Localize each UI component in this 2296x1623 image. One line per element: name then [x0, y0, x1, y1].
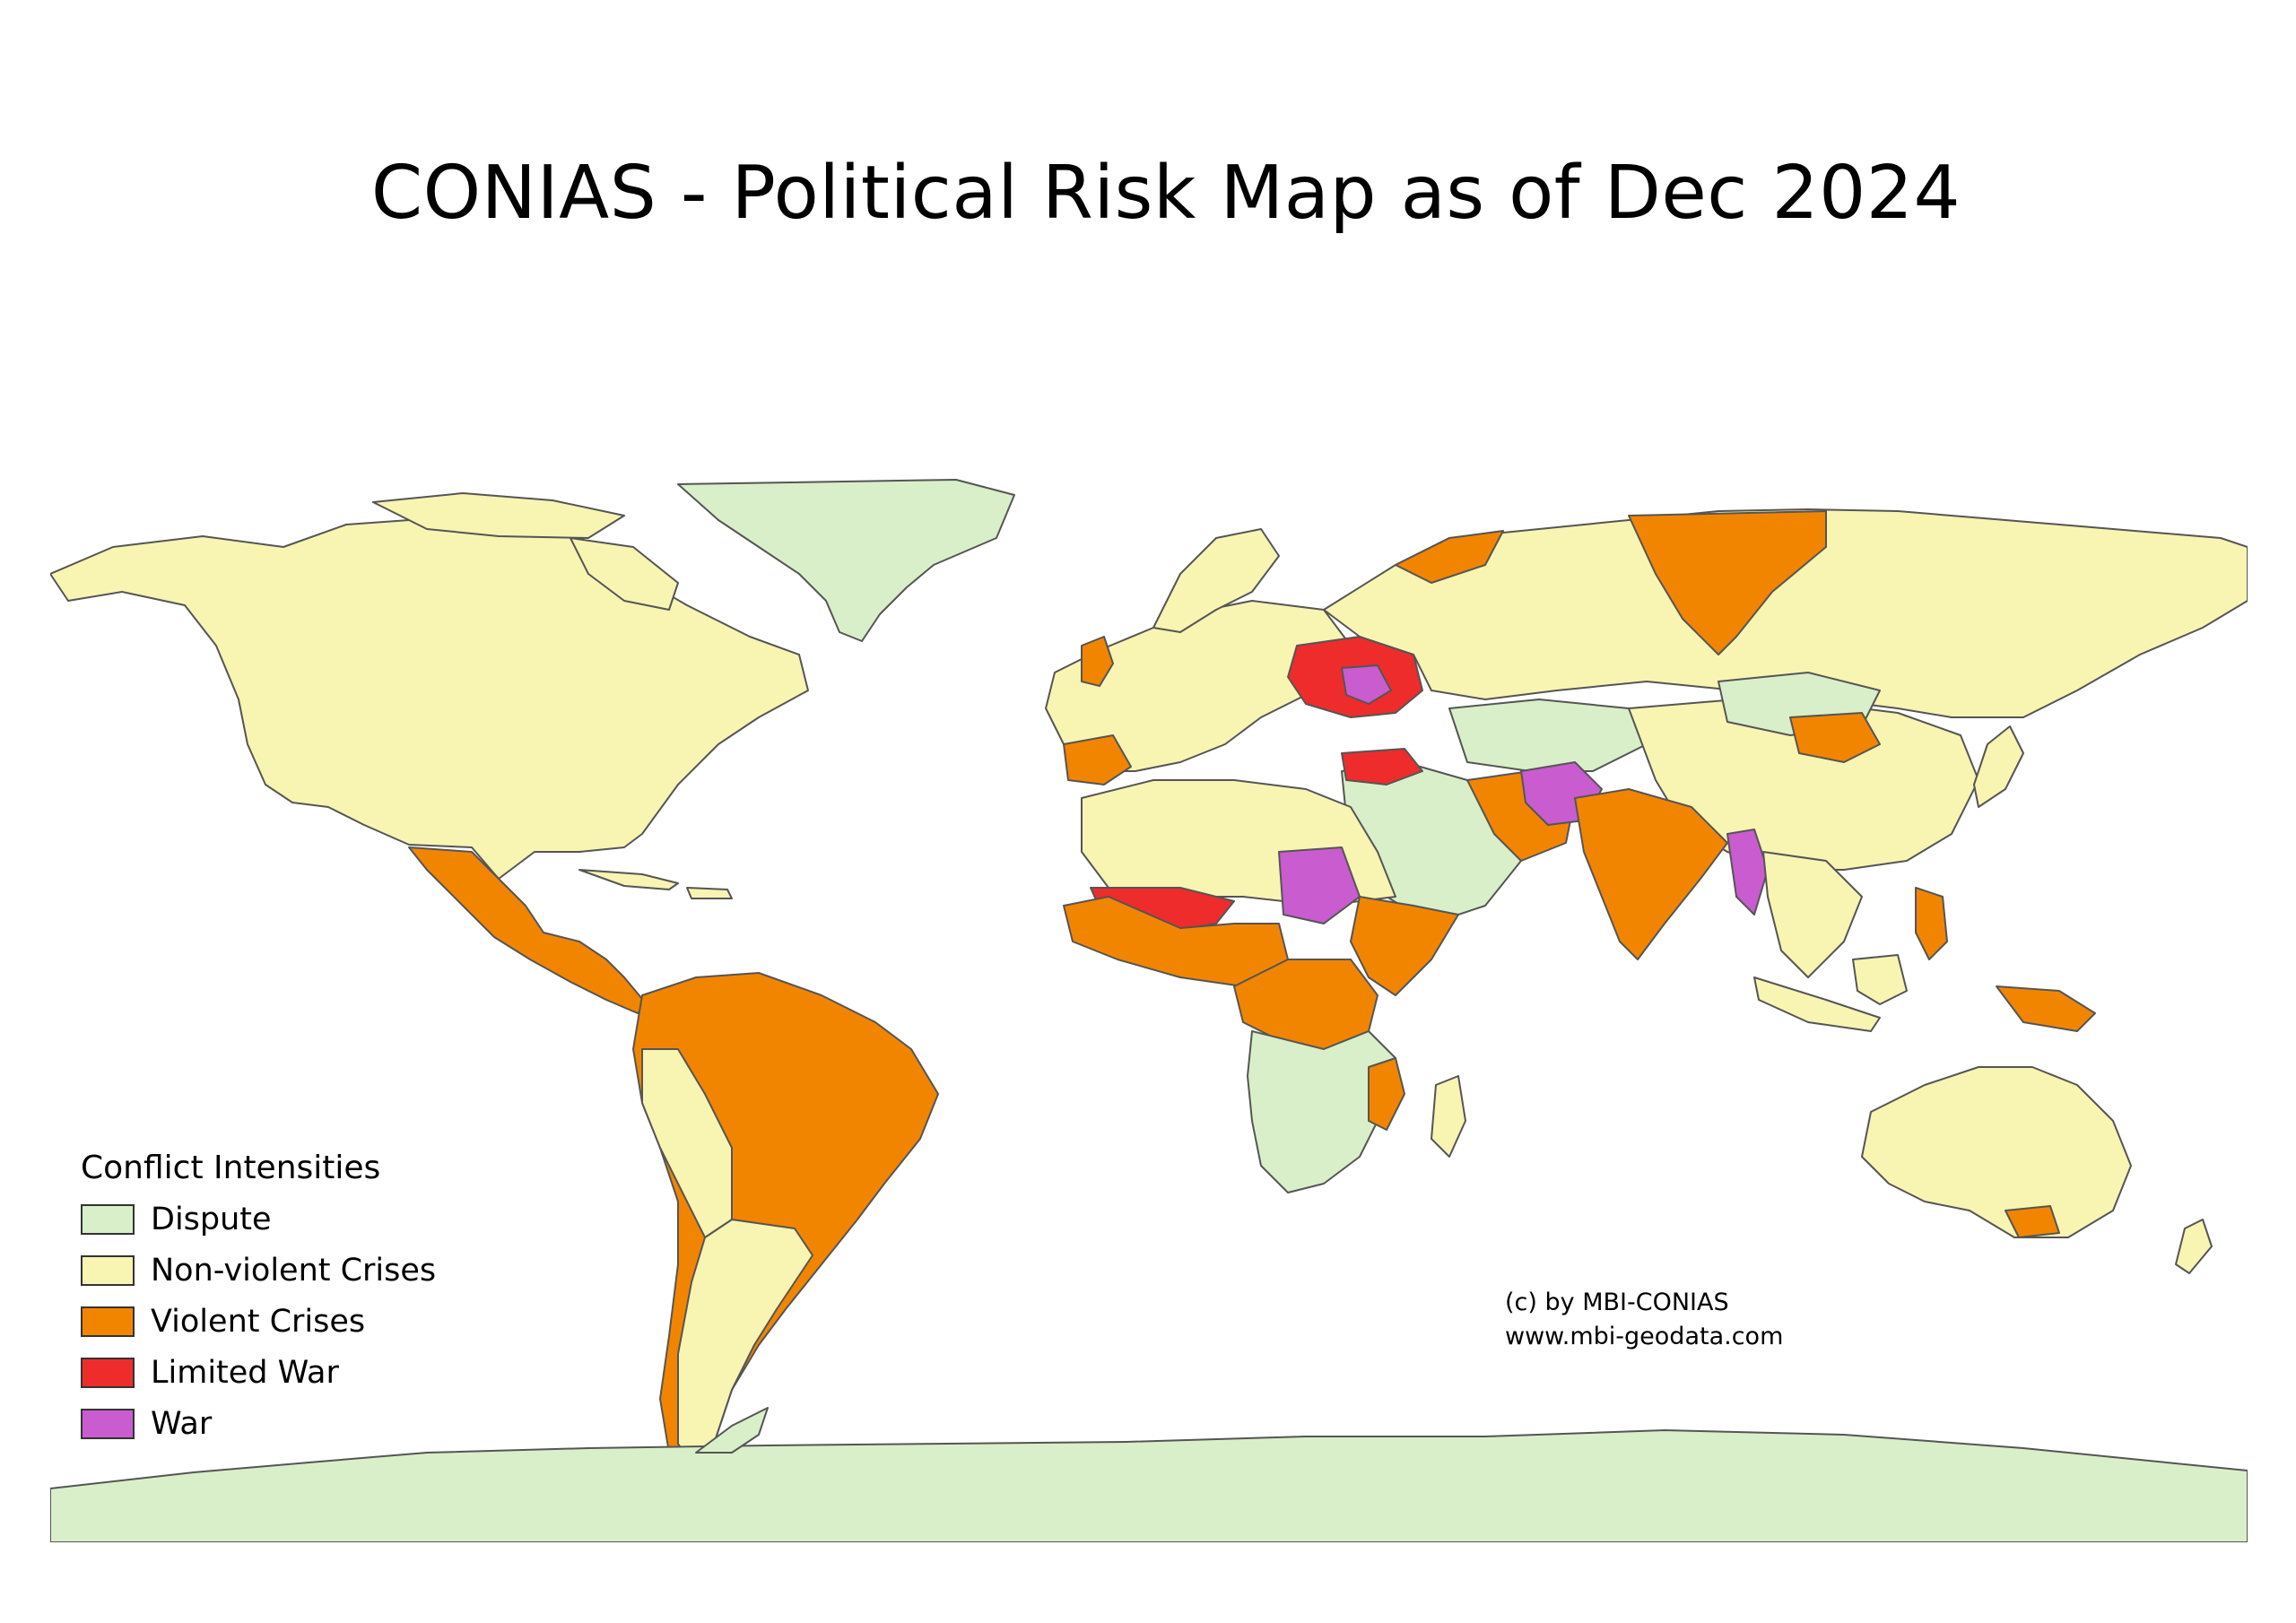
credit-copyright: (c) by MBI-CONIAS: [1505, 1289, 1729, 1316]
region-caribbean-cuba[interactable]: [578, 869, 679, 890]
region-sudan[interactable]: [1278, 846, 1361, 924]
region-madagascar[interactable]: [1431, 1075, 1466, 1158]
legend-swatch-non-violent-crises: [81, 1255, 135, 1286]
legend-item-limited-war: Limited War: [81, 1355, 547, 1391]
legend-label-limited-war: Limited War: [151, 1355, 339, 1391]
region-antarctica[interactable]: [50, 1429, 2248, 1542]
legend-title: Conflict Intensities: [81, 1150, 381, 1186]
credit-block: (c) by MBI-CONIAS www.mbi-geodata.com: [1505, 1286, 1783, 1354]
region-greenland[interactable]: [677, 479, 1015, 642]
region-andes[interactable]: [641, 1048, 733, 1238]
credit-website-link[interactable]: www.mbi-geodata.com: [1505, 1323, 1784, 1350]
legend-swatch-violent-crises: [81, 1306, 135, 1337]
map-title: CONIAS - Political Risk Map as of Dec 20…: [370, 151, 1961, 236]
legend-label-violent-crises: Violent Crises: [151, 1304, 366, 1340]
region-spain[interactable]: [1063, 734, 1132, 785]
region-north-america[interactable]: [50, 515, 809, 880]
legend-item-dispute: Dispute: [81, 1202, 547, 1237]
legend-item-violent-crises: Violent Crises: [81, 1304, 547, 1340]
region-australia[interactable]: [1861, 1066, 2132, 1238]
region-se-asia[interactable]: [1762, 851, 1863, 978]
legend-swatch-dispute: [81, 1204, 135, 1235]
region-arctic-archipelago[interactable]: [372, 492, 625, 539]
region-south-cone[interactable]: [677, 1219, 813, 1471]
legend: Conflict Intensities Dispute Non-violent…: [81, 1150, 547, 1458]
region-borneo[interactable]: [1852, 954, 1908, 1005]
legend-item-war: War: [81, 1406, 547, 1442]
region-australia-victoria[interactable]: [2005, 1205, 2060, 1238]
region-baffin[interactable]: [570, 537, 679, 611]
region-scandinavia[interactable]: [1152, 528, 1280, 633]
region-russia-north-violent[interactable]: [1395, 530, 1504, 584]
legend-swatch-war: [81, 1409, 135, 1439]
legend-label-non-violent-crises: Non-violent Crises: [151, 1253, 437, 1289]
region-myanmar[interactable]: [1726, 829, 1769, 916]
region-japan[interactable]: [1973, 725, 2024, 808]
region-russia-siberia-violent[interactable]: [1628, 510, 1827, 655]
legend-label-dispute: Dispute: [151, 1202, 272, 1237]
region-mozambique[interactable]: [1368, 1057, 1405, 1131]
region-southern-africa[interactable]: [1247, 1030, 1396, 1193]
region-uk[interactable]: [1081, 636, 1114, 687]
region-antarctic-peninsula[interactable]: [695, 1407, 769, 1454]
legend-item-non-violent-crises: Non-violent Crises: [81, 1253, 547, 1289]
region-china-violent[interactable]: [1789, 712, 1881, 763]
region-india[interactable]: [1574, 788, 1728, 960]
region-caribbean-hispaniola[interactable]: [686, 887, 733, 899]
world-map[interactable]: [50, 475, 2248, 1542]
region-ukraine-front[interactable]: [1341, 664, 1392, 705]
region-levant-conflict[interactable]: [1341, 748, 1423, 785]
region-new-zealand[interactable]: [2175, 1219, 2213, 1274]
legend-label-war: War: [151, 1406, 213, 1442]
region-indonesia-west[interactable]: [1753, 976, 1881, 1032]
region-horn-of-africa[interactable]: [1350, 896, 1459, 996]
region-papua[interactable]: [1996, 985, 2096, 1032]
region-philippines[interactable]: [1915, 887, 1948, 960]
region-central-asia[interactable]: [1448, 699, 1648, 772]
legend-swatch-limited-war: [81, 1358, 135, 1388]
